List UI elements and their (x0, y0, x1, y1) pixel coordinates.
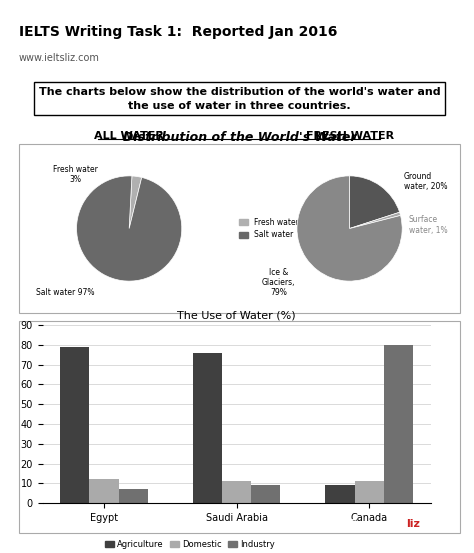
FancyBboxPatch shape (19, 321, 460, 533)
Bar (222, 482, 251, 503)
Bar (251, 486, 281, 503)
Title: ALL WATER: ALL WATER (94, 131, 164, 140)
Text: Distribution of the World's Water: Distribution of the World's Water (123, 131, 356, 144)
Text: www.ieltsliz.com: www.ieltsliz.com (19, 53, 100, 63)
Wedge shape (129, 176, 142, 228)
Bar (355, 482, 384, 503)
Bar (326, 486, 355, 503)
Text: liz: liz (406, 519, 419, 529)
Bar (60, 347, 90, 503)
Text: Ice &
Glaciers,
79%: Ice & Glaciers, 79% (262, 268, 295, 298)
FancyBboxPatch shape (19, 144, 460, 313)
Wedge shape (349, 212, 401, 228)
Bar (193, 353, 222, 503)
Wedge shape (297, 176, 402, 281)
Bar (90, 479, 118, 503)
Legend: Fresh water, Salt water: Fresh water, Salt water (236, 215, 302, 242)
Text: The charts below show the distribution of the world's water and
the use of water: The charts below show the distribution o… (38, 87, 440, 111)
Text: IELTS: IELTS (325, 519, 358, 529)
Text: Surface
water, 1%: Surface water, 1% (409, 216, 447, 235)
Bar (118, 489, 148, 503)
Text: IELTS Writing Task 1:  Reported Jan 2016: IELTS Writing Task 1: Reported Jan 2016 (19, 25, 337, 39)
Legend: Agriculture, Domestic, Industry: Agriculture, Domestic, Industry (102, 537, 278, 552)
Wedge shape (349, 176, 400, 228)
Title: FRESH WATER: FRESH WATER (306, 131, 393, 140)
Title: The Use of Water (%): The Use of Water (%) (177, 310, 296, 320)
Wedge shape (77, 176, 182, 281)
Bar (384, 345, 413, 503)
Text: Fresh water
3%: Fresh water 3% (53, 165, 98, 184)
Text: Salt water 97%: Salt water 97% (36, 288, 94, 297)
Text: Ground
water, 20%: Ground water, 20% (403, 171, 447, 191)
